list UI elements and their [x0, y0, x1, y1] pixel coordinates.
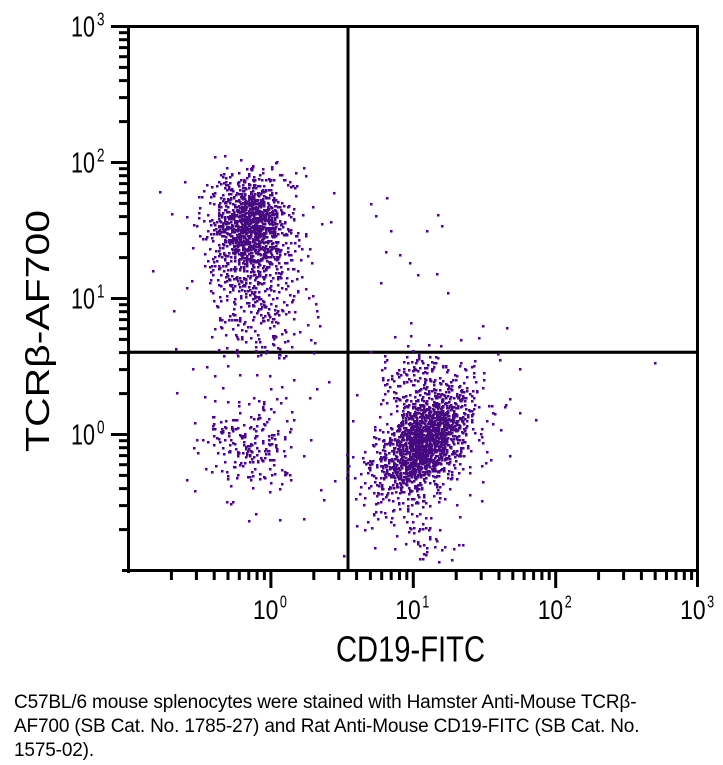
- svg-text:0: 0: [280, 592, 287, 612]
- svg-text:1: 1: [97, 281, 105, 301]
- svg-text:10: 10: [253, 595, 279, 625]
- svg-text:2: 2: [97, 145, 105, 165]
- svg-text:10: 10: [71, 284, 95, 316]
- svg-text:TCRβ-AF700: TCRβ-AF700: [19, 210, 56, 452]
- svg-text:10: 10: [71, 148, 95, 180]
- svg-text:10: 10: [680, 595, 706, 625]
- svg-text:3: 3: [707, 592, 714, 612]
- svg-text:1: 1: [422, 592, 429, 612]
- svg-text:10: 10: [395, 595, 421, 625]
- svg-text:0: 0: [97, 417, 105, 437]
- svg-text:3: 3: [97, 9, 105, 29]
- svg-text:10: 10: [71, 12, 95, 44]
- svg-text:10: 10: [538, 595, 564, 625]
- svg-text:2: 2: [565, 592, 572, 612]
- svg-text:10: 10: [71, 420, 95, 452]
- svg-text:CD19-FITC: CD19-FITC: [336, 629, 485, 670]
